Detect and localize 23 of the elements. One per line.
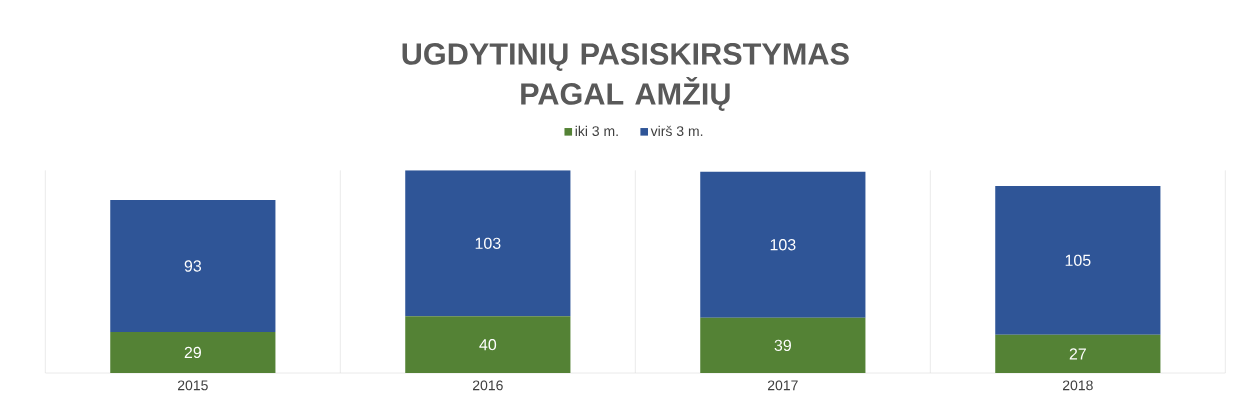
legend-label: iki 3 m. (575, 125, 618, 137)
bar (110, 331, 276, 373)
data-label: 103 (770, 239, 796, 251)
bar (700, 171, 866, 318)
data-label: 93 (184, 260, 202, 272)
chart-title: UGDYTINIŲ PASISKIRSTYMAS PAGAL AMŽIŲ (402, 43, 849, 111)
data-label: 103 (475, 237, 501, 249)
x-tick-label: 2017 (767, 380, 798, 391)
bar (995, 334, 1161, 373)
data-label: 27 (1069, 348, 1086, 360)
bar (405, 316, 571, 373)
bar (995, 185, 1161, 335)
bar (110, 200, 276, 332)
x-tick-label: 2015 (177, 380, 208, 391)
x-tick-label: 2016 (472, 380, 503, 391)
data-label: 29 (184, 346, 201, 359)
data-label: 40 (479, 339, 497, 351)
data-label: 39 (774, 339, 791, 352)
bar (700, 317, 866, 373)
bar (405, 170, 571, 317)
data-label: 105 (1065, 254, 1091, 266)
legend-label: virš 3 m. (650, 125, 703, 137)
x-tick-label: 2018 (1062, 380, 1093, 391)
